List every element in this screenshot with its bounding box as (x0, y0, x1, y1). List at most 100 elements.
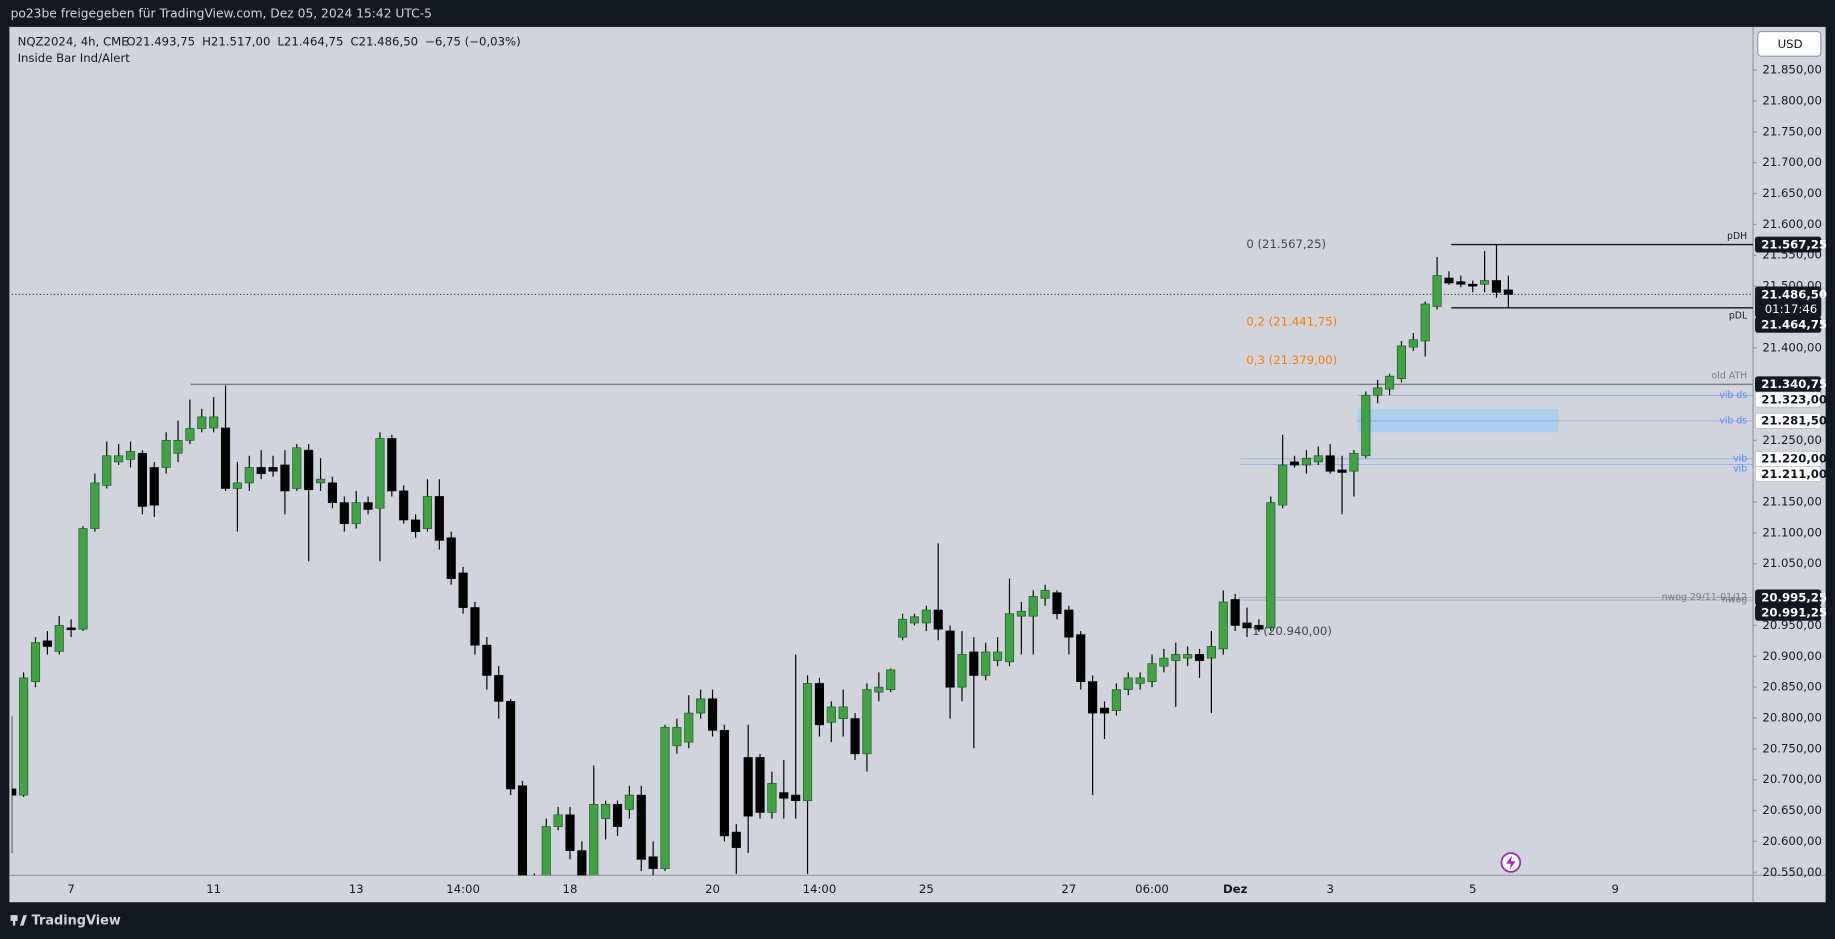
candle-body (838, 706, 848, 719)
candle-body (767, 783, 777, 813)
y-tick-label: 20.750,00 (1762, 741, 1821, 755)
candle-body (1135, 677, 1145, 684)
y-tick-label: 21.600,00 (1762, 217, 1821, 231)
alert-icon[interactable] (1500, 852, 1522, 873)
candle-body (1052, 592, 1062, 615)
candle-body (898, 618, 908, 638)
candle-body (779, 792, 789, 799)
candle-body (1325, 455, 1335, 472)
candle-body (1361, 394, 1371, 457)
candle-body (1194, 654, 1205, 661)
candle-body (1408, 339, 1418, 348)
candle-body (327, 482, 338, 504)
candle-body (1480, 280, 1490, 285)
candle-body (1503, 289, 1513, 295)
candle-body (719, 729, 729, 837)
price-badge (1755, 236, 1822, 253)
y-tick-label: 21.400,00 (1762, 340, 1821, 354)
candle-body (743, 757, 753, 817)
candle-body (54, 625, 64, 652)
candle-body (1088, 681, 1098, 714)
candle-body (506, 700, 516, 790)
candle-body (114, 455, 124, 463)
level-label: vib (1733, 453, 1747, 464)
x-tick-label: 9 (1612, 882, 1619, 896)
candle-body (1064, 609, 1074, 638)
candle-body (945, 630, 955, 688)
candle-body (1040, 589, 1050, 599)
candle-body (102, 455, 112, 486)
symbol: NQZ2024, 4h, CME (18, 35, 129, 49)
candle-body (1444, 277, 1454, 284)
y-tick-label: 21.850,00 (1762, 63, 1821, 77)
price-badge-label: 21.323,00 (1761, 392, 1827, 406)
x-tick-label: 18 (563, 882, 578, 896)
currency-button[interactable] (1757, 31, 1822, 57)
candle-body (1278, 464, 1288, 506)
x-tick-label: 13 (349, 882, 364, 896)
fib-label: 1 (20.940,00) (1252, 624, 1332, 638)
candle-body (1206, 646, 1216, 659)
candle-body (494, 675, 504, 702)
y-tick-label: 20.850,00 (1762, 680, 1821, 694)
price-badge (1755, 604, 1822, 621)
candle-body (1491, 280, 1502, 293)
candle-body (125, 451, 136, 460)
candle-body (1313, 455, 1323, 463)
candle-body (161, 439, 171, 468)
ohlc-value: C21.486,50 (350, 35, 418, 49)
candle-body (589, 804, 599, 876)
overlay: 21.850,00 21.800,00 21.750,00 21.700,00 21.6… (1662, 63, 1827, 879)
candle-body (791, 794, 801, 802)
price-badge-label: 21.486,50 (1761, 287, 1827, 301)
price-badge-label: 21.464,75 (1761, 318, 1827, 332)
price-badge-label: 21.211,00 (1761, 467, 1827, 481)
candle-body (220, 427, 231, 489)
y-tick-label: 20.900,00 (1762, 649, 1821, 663)
candle-body (256, 467, 266, 475)
candle-body (66, 627, 76, 631)
price-badge (1755, 412, 1822, 429)
candle-body (993, 651, 1003, 661)
candle-body (862, 689, 872, 755)
y-tick-label: 20.650,00 (1762, 803, 1821, 817)
ohlc-value: L21.464,75 (277, 35, 343, 49)
candle-body (315, 478, 326, 484)
candle-body (458, 572, 468, 608)
candle-body (1373, 387, 1383, 396)
candle-body (636, 794, 646, 860)
candle-body (577, 850, 587, 876)
price-badge-label: 20.995,25 (1761, 590, 1827, 604)
price-badge (1755, 391, 1822, 408)
candle-body (11, 788, 17, 796)
candle-body (363, 502, 373, 510)
x-tick-label: 11 (206, 882, 221, 896)
candle-body (280, 464, 290, 492)
candle-body (1456, 281, 1466, 285)
candle-body (684, 712, 694, 743)
candle-body (1468, 283, 1478, 287)
candle-body (755, 757, 765, 813)
price-badge-label: 21.340,75 (1761, 377, 1827, 391)
candle-body (137, 452, 147, 507)
y-tick-label: 21.100,00 (1762, 525, 1821, 539)
candle-body (339, 502, 349, 524)
candle-body (957, 654, 967, 688)
y-tick-label: 21.050,00 (1762, 556, 1821, 570)
candle-body (434, 496, 444, 541)
candle-body (1242, 622, 1252, 629)
price-badge-label: 21.567,25 (1761, 237, 1827, 251)
level-label: nwog 29/11-01/12 (1662, 592, 1748, 603)
candle-body (1028, 596, 1038, 617)
y-tick-label: 20.950,00 (1762, 618, 1821, 632)
fib-label: 0,2 (21.441,75) (1246, 315, 1337, 329)
candle-body (541, 826, 551, 876)
y-tick-label: 20.700,00 (1762, 772, 1821, 786)
x-tick-label: 5 (1469, 882, 1476, 896)
currency[interactable]: USD (1778, 37, 1803, 51)
share-note: po23be freigegeben für TradingView.com, … (11, 7, 432, 21)
candle-body (826, 706, 836, 723)
candle-body (565, 814, 575, 852)
x-tick-label: 25 (919, 882, 934, 896)
